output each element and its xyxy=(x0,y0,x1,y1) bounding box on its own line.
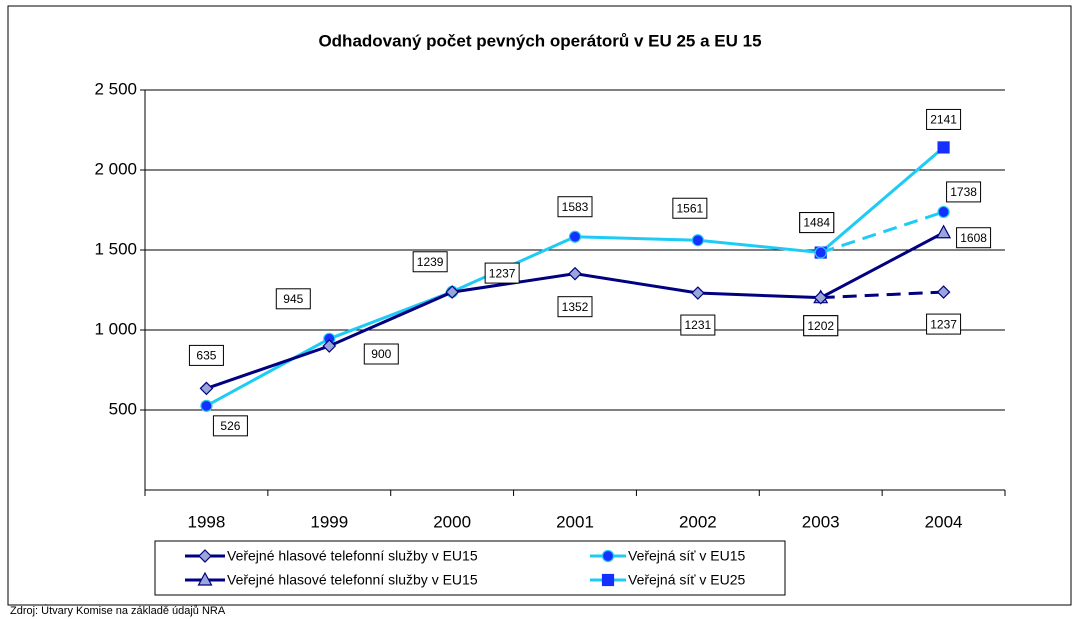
source-note: Zdroj: Útvary Komise na základě údajů NR… xyxy=(10,604,226,617)
legend-label: Veřejné hlasové telefonní služby v EU15 xyxy=(227,572,478,588)
legend-marker xyxy=(601,549,615,563)
data-label-box xyxy=(926,108,962,130)
legend-label: Veřejná síť v EU25 xyxy=(628,572,746,588)
data-label: 900 xyxy=(371,347,391,361)
data-label-box xyxy=(363,343,399,365)
data-point xyxy=(568,230,582,243)
data-point xyxy=(691,286,705,300)
data-label: 635 xyxy=(196,349,216,363)
data-point xyxy=(936,224,952,239)
x-tick-label: 2004 xyxy=(925,512,963,531)
data-label: 1202 xyxy=(807,319,834,333)
data-label: 1239 xyxy=(417,255,444,269)
data-label-box xyxy=(484,262,520,284)
data-point xyxy=(199,381,214,396)
data-label: 2141 xyxy=(930,113,957,127)
data-label-box xyxy=(557,296,593,318)
data-label: 1484 xyxy=(803,216,830,230)
y-tick-label: 2 000 xyxy=(94,159,137,178)
x-tick-label: 1999 xyxy=(310,512,348,531)
data-label: 526 xyxy=(220,419,240,433)
data-label: 1352 xyxy=(562,300,589,314)
data-label: 1583 xyxy=(562,200,589,214)
data-point xyxy=(814,246,827,259)
legend-marker xyxy=(198,549,212,563)
data-label: 1561 xyxy=(677,201,704,215)
legend-label: Veřejná síť v EU15 xyxy=(628,548,746,564)
series-line xyxy=(819,146,945,254)
y-tick-label: 500 xyxy=(109,399,137,418)
data-point xyxy=(691,234,704,247)
data-label-box xyxy=(803,315,839,337)
y-tick-label: 1 000 xyxy=(94,319,137,338)
data-point xyxy=(322,339,337,353)
x-tick-label: 2000 xyxy=(433,512,471,531)
data-point xyxy=(813,290,828,305)
series-line xyxy=(820,231,945,300)
x-tick-label: 2002 xyxy=(679,512,717,531)
legend-marker xyxy=(197,571,213,586)
data-label: 1231 xyxy=(685,318,712,332)
data-label-box xyxy=(680,314,716,336)
data-point xyxy=(937,141,950,154)
x-tick-label: 2003 xyxy=(802,512,840,531)
x-tick-label: 2001 xyxy=(556,512,594,531)
data-point xyxy=(445,285,459,299)
data-label: 1608 xyxy=(960,231,987,245)
data-label-box xyxy=(212,415,248,437)
data-label-box xyxy=(275,288,311,310)
y-tick-label: 2 500 xyxy=(94,79,137,98)
y-tick-label: 1 500 xyxy=(94,239,137,258)
legend-marker xyxy=(601,573,615,587)
data-point xyxy=(568,266,582,281)
legend-box xyxy=(154,540,786,596)
data-label-box xyxy=(672,197,708,219)
data-label: 1738 xyxy=(950,185,977,199)
chart-title: Odhadovaný počet pevných operátorů v EU … xyxy=(318,31,761,50)
data-label-box xyxy=(188,344,224,366)
data-label-box xyxy=(557,196,593,218)
data-label-box xyxy=(946,181,982,203)
data-label: 1237 xyxy=(930,317,957,331)
data-label: 1237 xyxy=(489,266,516,280)
legend-label: Veřejné hlasové telefonní služby v EU15 xyxy=(227,548,478,564)
x-tick-label: 1998 xyxy=(188,512,226,531)
data-label-box xyxy=(799,212,835,234)
data-label: 945 xyxy=(283,292,303,306)
data-label-box xyxy=(956,227,992,249)
data-point xyxy=(200,399,213,412)
data-point xyxy=(937,205,950,219)
data-point xyxy=(936,285,951,299)
chart-border xyxy=(7,5,1072,606)
data-label-box xyxy=(412,251,448,273)
data-label-box xyxy=(926,313,962,335)
